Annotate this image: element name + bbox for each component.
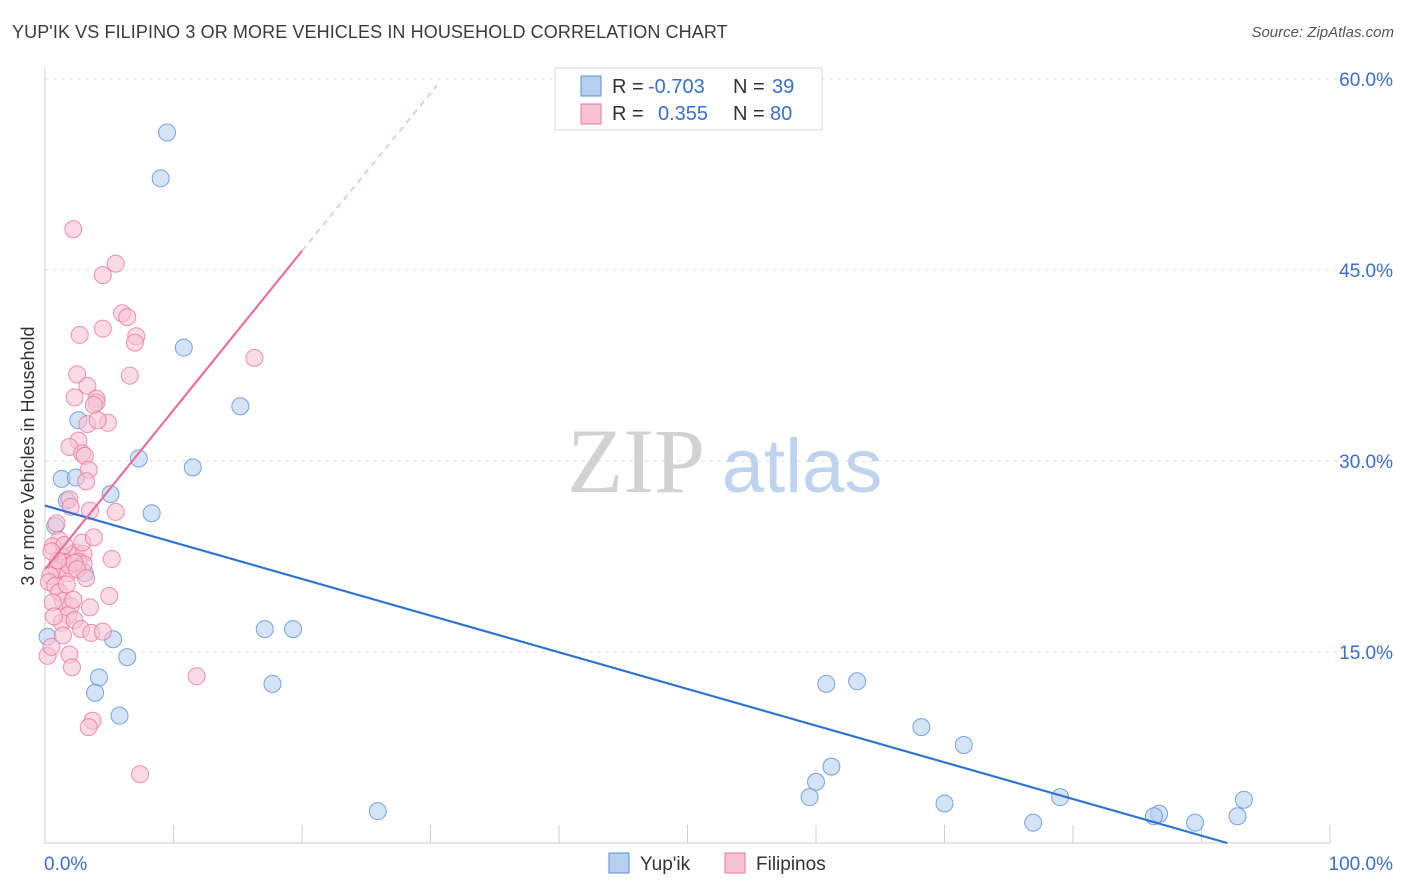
legend-swatch-filipinos	[580, 103, 602, 125]
x-tick-label-min: 0.0%	[44, 854, 87, 875]
watermark-zip: ZIP	[567, 410, 705, 512]
legend-r-value-filipinos: 0.355	[658, 103, 708, 125]
top-legend: R = -0.703 N = 39 R = 0.355 N = 80	[554, 67, 823, 131]
data-point	[120, 366, 139, 385]
trend-lines	[44, 84, 1228, 845]
y-axis-title: 3 or more Vehicles in Household	[18, 326, 38, 585]
data-point	[187, 667, 206, 686]
data-point	[64, 590, 83, 609]
data-point	[62, 658, 81, 677]
axes	[44, 68, 1331, 844]
legend-swatch-yupik	[580, 75, 602, 97]
data-point	[53, 626, 72, 645]
data-point	[100, 586, 119, 605]
data-point	[817, 674, 836, 693]
data-point	[88, 411, 107, 430]
data-point	[78, 376, 97, 395]
data-point	[284, 620, 303, 639]
legend-r-value-yupik: -0.703	[648, 76, 705, 98]
data-point	[118, 648, 137, 667]
data-point	[158, 123, 177, 142]
data-point	[151, 169, 170, 188]
data-point	[129, 449, 148, 468]
data-point	[142, 504, 161, 523]
data-point	[93, 622, 112, 641]
data-point	[1024, 813, 1043, 832]
data-point	[368, 802, 387, 821]
y-tick-label: 15.0%	[1339, 643, 1393, 664]
data-point	[42, 542, 61, 561]
legend-n-label-yupik: N =	[733, 76, 765, 98]
data-point	[255, 620, 274, 639]
trend-line-extension-filipinos	[301, 84, 438, 252]
legend-r-label-filipinos: R =	[612, 103, 644, 125]
data-point	[807, 772, 825, 791]
data-point	[131, 765, 150, 784]
data-point	[42, 637, 61, 656]
series-filipinos	[38, 220, 264, 784]
legend-r-label-yupik: R =	[612, 76, 644, 98]
data-point	[912, 718, 931, 737]
data-point	[93, 319, 112, 338]
data-points	[38, 123, 1253, 832]
bottom-legend-label-yupik: Yup'ik	[640, 854, 691, 875]
data-point	[263, 674, 282, 693]
data-point	[84, 528, 103, 547]
data-point	[77, 472, 96, 491]
data-point	[77, 569, 96, 588]
data-point	[101, 485, 120, 504]
data-point	[935, 794, 954, 813]
data-point	[89, 668, 108, 687]
data-point	[80, 598, 99, 617]
source-credit: Source: ZipAtlas.com	[1251, 24, 1394, 41]
data-point	[954, 735, 973, 754]
chart-title: YUP'IK VS FILIPINO 3 OR MORE VEHICLES IN…	[12, 22, 728, 42]
data-point	[86, 683, 105, 702]
data-point	[44, 607, 63, 626]
data-point	[79, 718, 98, 737]
data-point	[70, 325, 89, 344]
data-point	[822, 757, 841, 776]
legend-n-label-filipinos: N =	[733, 103, 765, 125]
y-tick-labels: 15.0% 30.0% 45.0% 60.0%	[1339, 70, 1393, 664]
legend-n-value-filipinos: 80	[770, 103, 792, 125]
x-tick-label-max: 100.0%	[1329, 854, 1394, 875]
data-point	[106, 502, 125, 521]
bottom-legend: Yup'ik Filipinos	[608, 852, 826, 875]
bottom-legend-label-filipinos: Filipinos	[756, 854, 826, 875]
data-point	[125, 333, 144, 352]
bottom-legend-swatch-yupik	[608, 852, 630, 874]
data-point	[106, 254, 125, 273]
watermark-atlas: atlas	[722, 424, 883, 509]
data-point	[231, 397, 250, 416]
y-tick-label: 60.0%	[1339, 70, 1393, 91]
data-point	[47, 514, 66, 533]
data-point	[84, 395, 103, 414]
bottom-legend-swatch-filipinos	[724, 852, 746, 874]
trend-line-filipinos	[44, 250, 303, 570]
data-point	[118, 308, 137, 327]
data-point	[64, 220, 83, 239]
data-point	[800, 788, 819, 807]
y-tick-label: 45.0%	[1339, 261, 1393, 282]
y-tick-label: 30.0%	[1339, 452, 1393, 473]
data-point	[1228, 807, 1247, 826]
data-point	[1186, 813, 1205, 832]
data-point	[848, 672, 867, 691]
data-point	[174, 338, 193, 357]
data-point	[68, 365, 87, 384]
data-point	[1234, 790, 1253, 809]
data-point	[102, 550, 121, 569]
data-point	[110, 706, 129, 725]
gridlines	[45, 78, 1392, 653]
data-point	[245, 348, 264, 367]
legend-n-value-yupik: 39	[772, 76, 794, 98]
data-point	[93, 266, 112, 285]
trend-line-yupik	[44, 504, 1228, 845]
data-point	[183, 458, 202, 477]
watermark: ZIP atlas	[567, 410, 882, 512]
data-point	[65, 388, 84, 407]
data-point	[57, 575, 76, 594]
